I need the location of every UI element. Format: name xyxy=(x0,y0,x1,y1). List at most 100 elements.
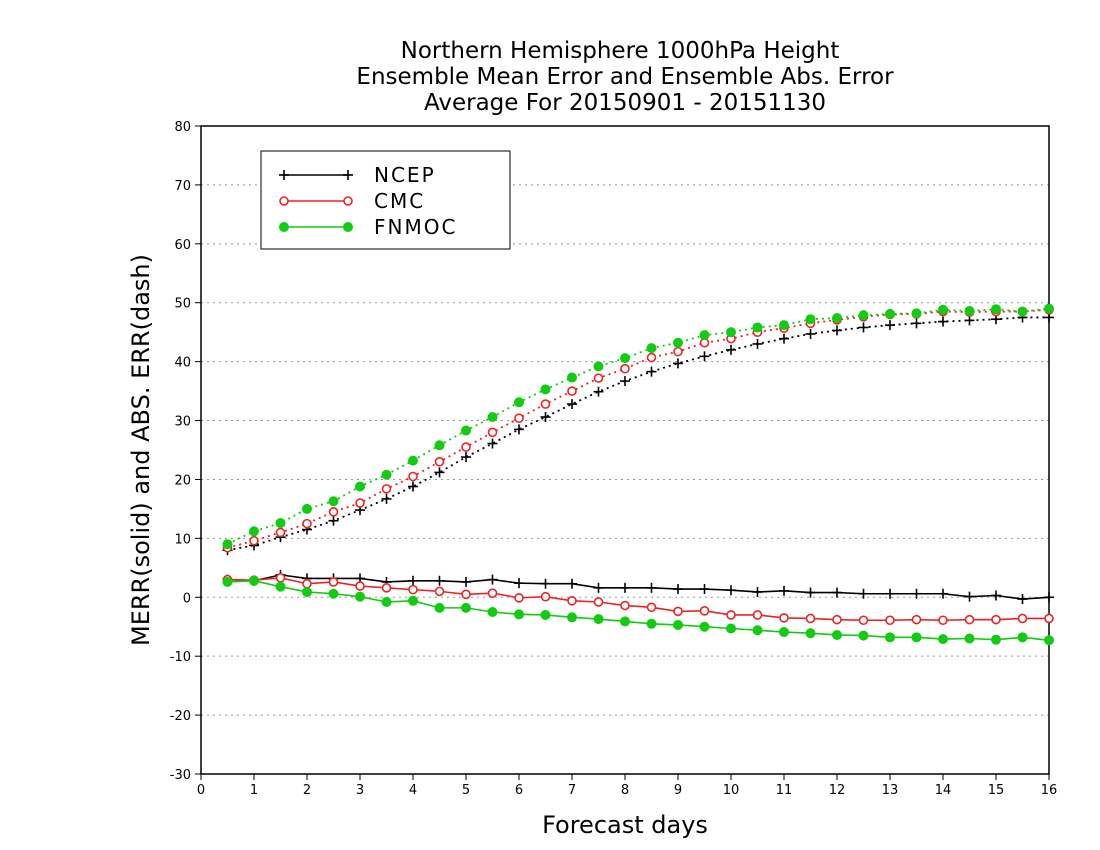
x-tick-label: 10 xyxy=(723,783,740,798)
fnmoc-merr-point xyxy=(911,632,922,643)
ncep-merr-point xyxy=(540,578,551,589)
ncep-abs-err-point xyxy=(832,325,842,336)
cmc-merr-point xyxy=(593,597,604,607)
y-tick-label: 70 xyxy=(174,179,191,194)
ncep-merr-point xyxy=(1044,592,1054,603)
cmc-merr-point xyxy=(885,615,895,626)
ncep-merr-point xyxy=(434,575,445,586)
fnmoc-abs-err-point xyxy=(302,503,312,514)
x-tick-label: 1 xyxy=(250,783,258,798)
fnmoc-abs-err-point xyxy=(540,384,551,395)
fnmoc-merr-point xyxy=(752,625,763,636)
fnmoc-abs-err-point xyxy=(620,353,630,364)
series-ncep xyxy=(222,312,1054,605)
series-layer xyxy=(222,303,1054,646)
fnmoc-merr-point xyxy=(487,607,498,617)
cmc-abs-err-line xyxy=(227,308,1050,549)
x-tick-label: 11 xyxy=(776,783,793,798)
x-tick-label: 5 xyxy=(462,783,470,798)
legend-entry-cmc: CMC xyxy=(279,189,423,213)
fnmoc-abs-err-point xyxy=(222,539,233,550)
ncep-abs-err-point xyxy=(514,424,524,435)
fnmoc-merr-point xyxy=(302,586,312,597)
fnmoc-merr-point xyxy=(593,614,604,625)
y-tick-label: 10 xyxy=(174,532,191,547)
ncep-abs-err-point xyxy=(699,351,710,362)
fnmoc-abs-err-point xyxy=(514,397,524,408)
x-axis-label: Forecast days xyxy=(542,811,708,839)
fnmoc-abs-err-point xyxy=(381,469,392,480)
ncep-abs-err-point xyxy=(858,322,869,333)
cmc-abs-err-point xyxy=(673,346,683,357)
ncep-abs-err-point xyxy=(938,316,948,327)
legend-marker-ncep xyxy=(279,170,289,180)
cmc-merr-point xyxy=(514,593,524,603)
title-line-1: Northern Hemisphere 1000hPa Height xyxy=(401,38,840,64)
y-tick-label: -30 xyxy=(170,768,191,783)
ncep-abs-err-line xyxy=(227,316,1049,552)
fnmoc-merr-point xyxy=(938,634,948,645)
legend-entry-ncep: NCEP xyxy=(279,163,434,187)
ncep-merr-point xyxy=(593,582,604,593)
legend-box xyxy=(260,150,511,250)
ncep-abs-err-point xyxy=(964,315,975,326)
fnmoc-merr-point xyxy=(620,616,630,627)
ncep-abs-err-point xyxy=(752,338,763,349)
fnmoc-abs-err-point xyxy=(461,425,471,436)
ncep-merr-point xyxy=(408,575,418,586)
cmc-merr-point xyxy=(302,578,312,589)
cmc-abs-err-point xyxy=(355,498,365,508)
cmc-merr-point xyxy=(752,610,763,620)
cmc-merr-point xyxy=(567,596,577,606)
ncep-abs-err-point xyxy=(885,320,895,331)
ncep-merr-point xyxy=(726,585,736,596)
cmc-merr-point xyxy=(434,586,445,597)
y-tick-label: 40 xyxy=(174,356,191,371)
ncep-merr-point xyxy=(620,582,630,593)
cmc-abs-err-point xyxy=(620,363,630,374)
ncep-abs-err-point xyxy=(673,358,683,369)
cmc-abs-err-point xyxy=(328,507,339,517)
cmc-abs-err-point xyxy=(514,413,524,423)
fnmoc-merr-point xyxy=(673,619,683,630)
ncep-abs-err-point xyxy=(461,452,471,463)
legend-marker-fnmoc xyxy=(279,222,289,232)
cmc-merr-point xyxy=(1044,613,1054,624)
fnmoc-abs-err-point xyxy=(858,310,869,321)
ncep-merr-point xyxy=(567,578,577,589)
fnmoc-merr-point xyxy=(275,581,286,592)
y-tick-label: -20 xyxy=(170,709,191,724)
fnmoc-merr-point xyxy=(222,576,233,587)
ncep-merr-point xyxy=(646,582,657,593)
cmc-merr-point xyxy=(646,602,657,613)
title-line-2: Ensemble Mean Error and Ensemble Abs. Er… xyxy=(356,64,894,90)
ncep-abs-err-point xyxy=(593,386,604,397)
fnmoc-merr-point xyxy=(434,602,445,613)
legend-marker-cmc xyxy=(279,196,289,206)
fnmoc-abs-err-point xyxy=(275,518,286,529)
cmc-abs-err-point xyxy=(593,373,604,383)
fnmoc-abs-err-point xyxy=(726,327,736,338)
ncep-merr-point xyxy=(673,584,683,595)
cmc-merr-point xyxy=(540,591,551,602)
legend-label-fnmoc: FNMOC xyxy=(374,215,457,239)
ncep-merr-point xyxy=(858,588,869,599)
series-fnmoc xyxy=(222,303,1054,646)
cmc-abs-err-point xyxy=(461,442,471,452)
ncep-abs-err-point xyxy=(487,438,498,449)
x-tick-label: 7 xyxy=(568,783,576,798)
fnmoc-merr-point xyxy=(779,627,789,638)
legend-marker-cmc xyxy=(343,196,353,206)
ncep-abs-err-point xyxy=(381,493,392,504)
fnmoc-merr-point xyxy=(832,629,842,640)
cmc-merr-point xyxy=(964,614,975,625)
ncep-abs-err-point xyxy=(646,366,657,377)
fnmoc-abs-err-point xyxy=(938,304,948,315)
fnmoc-abs-err-point xyxy=(885,308,895,319)
ncep-merr-point xyxy=(514,578,524,589)
cmc-abs-err-point xyxy=(646,352,657,363)
y-axis-label: MERR(solid) and ABS. ERR(dash) xyxy=(127,254,155,646)
cmc-abs-err-point xyxy=(249,535,259,546)
